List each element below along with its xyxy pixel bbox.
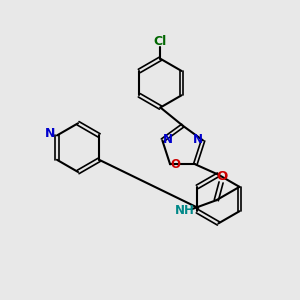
Text: N: N — [193, 133, 203, 146]
Text: O: O — [171, 158, 181, 171]
Text: O: O — [216, 170, 227, 183]
Text: N: N — [45, 127, 56, 140]
Text: Cl: Cl — [154, 35, 167, 48]
Text: NH: NH — [175, 204, 194, 217]
Text: N: N — [162, 133, 172, 146]
